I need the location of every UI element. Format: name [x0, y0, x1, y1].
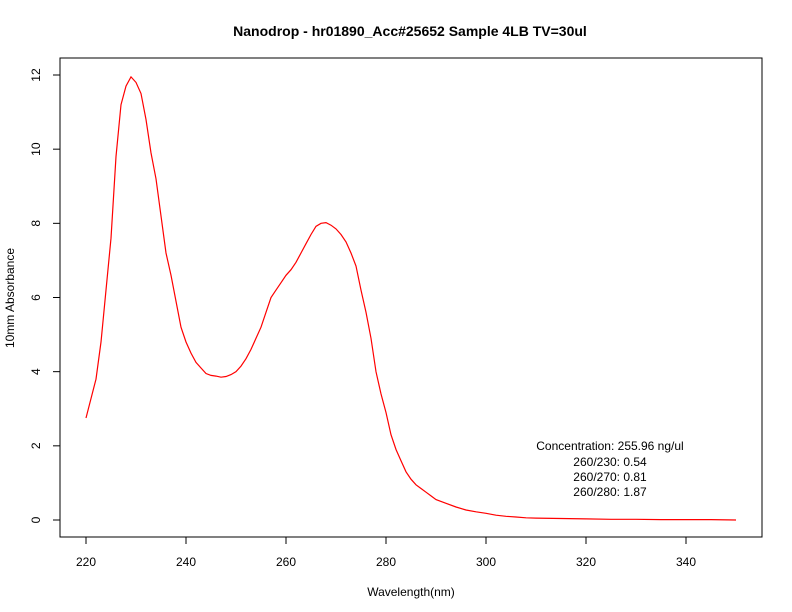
x-axis-label: Wavelength(nm) [367, 585, 455, 599]
y-tick-label: 12 [29, 68, 43, 82]
x-tick-label: 300 [476, 555, 496, 569]
y-tick-label: 0 [29, 516, 43, 523]
x-tick-label: 320 [576, 555, 596, 569]
x-tick-label: 220 [76, 555, 96, 569]
y-tick-label: 10 [29, 142, 43, 156]
annotation-ratio-260-280: 260/280: 1.87 [573, 485, 647, 499]
x-tick-label: 240 [176, 555, 196, 569]
y-tick-label: 4 [29, 368, 43, 375]
y-tick-label: 2 [29, 442, 43, 449]
annotation-block: Concentration: 255.96 ng/ul 260/230: 0.5… [536, 439, 683, 499]
y-tick-label: 6 [29, 294, 43, 301]
annotation-ratio-260-230: 260/230: 0.54 [573, 455, 647, 469]
chart-title: Nanodrop - hr01890_Acc#25652 Sample 4LB … [233, 23, 587, 39]
plot-frame [59, 57, 763, 538]
x-tick-label: 280 [376, 555, 396, 569]
absorbance-series-line [85, 75, 737, 521]
x-axis: 220 240 260 280 300 320 340 [76, 536, 696, 569]
x-tick-label: 340 [676, 555, 696, 569]
y-tick-label: 8 [29, 220, 43, 227]
x-tick-label: 260 [276, 555, 296, 569]
y-axis-label: 10mm Absorbance [3, 248, 17, 348]
annotation-ratio-260-270: 260/270: 0.81 [573, 470, 647, 484]
annotation-concentration: Concentration: 255.96 ng/ul [536, 439, 683, 453]
y-axis: 0 2 4 6 8 10 12 [29, 68, 61, 523]
